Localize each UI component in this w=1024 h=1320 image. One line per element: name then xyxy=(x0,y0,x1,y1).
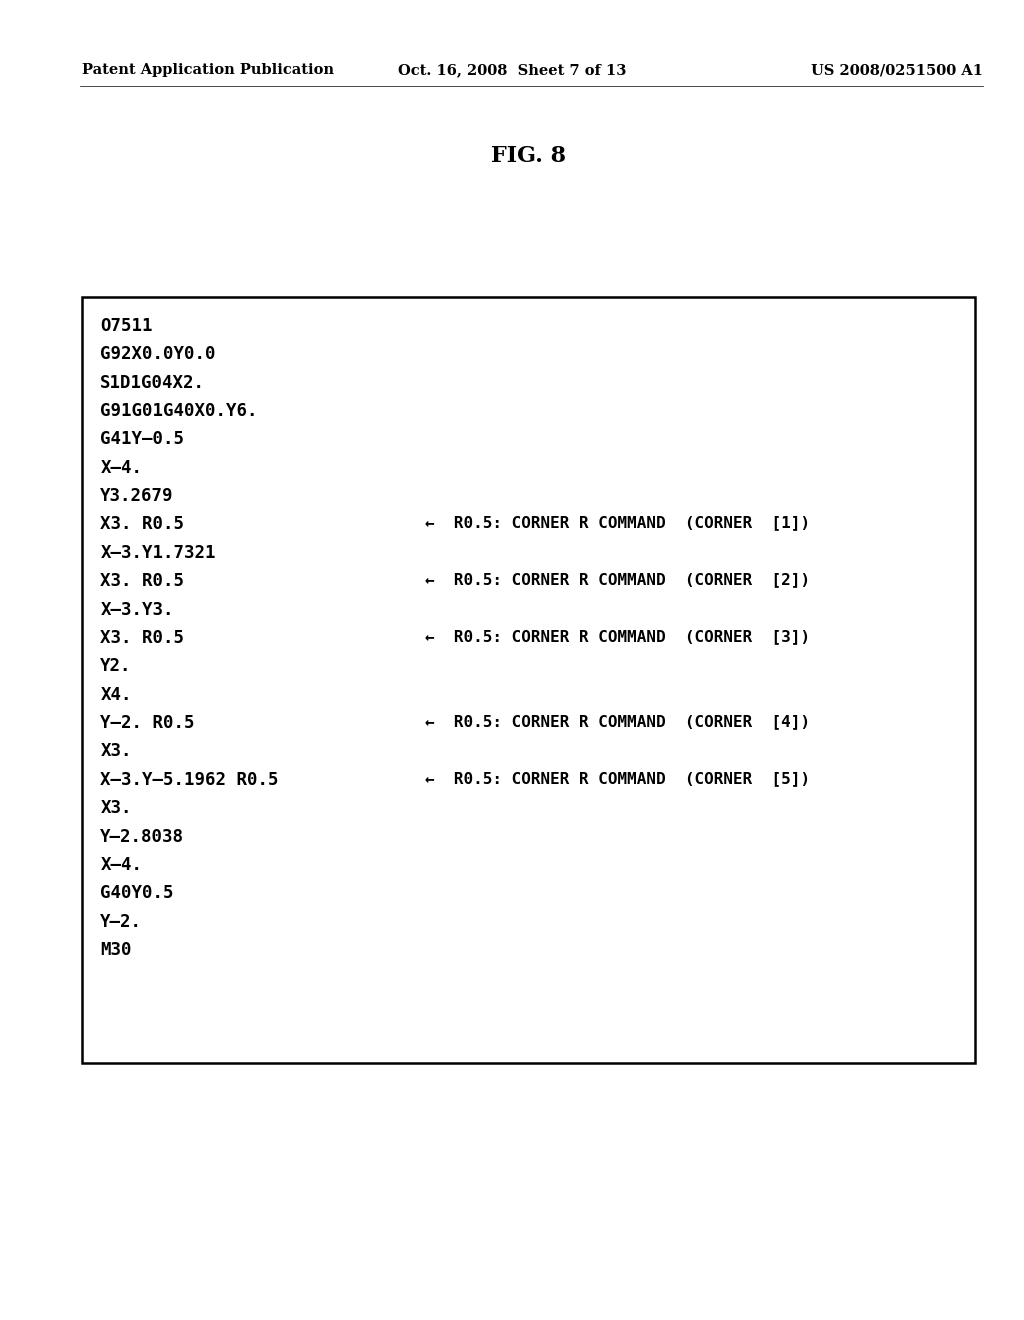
Text: X–3.Y1.7321: X–3.Y1.7321 xyxy=(100,544,216,562)
Text: X4.: X4. xyxy=(100,685,132,704)
Text: G92X0.0Y0.0: G92X0.0Y0.0 xyxy=(100,345,216,363)
Text: Patent Application Publication: Patent Application Publication xyxy=(82,63,334,78)
Text: M30: M30 xyxy=(100,941,132,960)
Text: ←  R0.5: CORNER R COMMAND  (CORNER  [1]): ← R0.5: CORNER R COMMAND (CORNER [1]) xyxy=(425,515,810,531)
Text: FIG. 8: FIG. 8 xyxy=(490,145,566,168)
Text: X3.: X3. xyxy=(100,742,132,760)
Text: Oct. 16, 2008  Sheet 7 of 13: Oct. 16, 2008 Sheet 7 of 13 xyxy=(397,63,627,78)
Text: X3. R0.5: X3. R0.5 xyxy=(100,572,184,590)
Bar xyxy=(82,297,975,1063)
Text: ←  R0.5: CORNER R COMMAND  (CORNER  [4]): ← R0.5: CORNER R COMMAND (CORNER [4]) xyxy=(425,714,810,729)
Text: X3.: X3. xyxy=(100,799,132,817)
Text: X–4.: X–4. xyxy=(100,855,142,874)
Text: G41Y–0.5: G41Y–0.5 xyxy=(100,430,184,449)
Text: X–4.: X–4. xyxy=(100,458,142,477)
Text: Y–2. R0.5: Y–2. R0.5 xyxy=(100,714,195,733)
Text: G40Y0.5: G40Y0.5 xyxy=(100,884,174,903)
Text: X3. R0.5: X3. R0.5 xyxy=(100,515,184,533)
Text: US 2008/0251500 A1: US 2008/0251500 A1 xyxy=(811,63,983,78)
Text: Y–2.8038: Y–2.8038 xyxy=(100,828,184,846)
Text: X–3.Y–5.1962 R0.5: X–3.Y–5.1962 R0.5 xyxy=(100,771,279,789)
Text: ←  R0.5: CORNER R COMMAND  (CORNER  [3]): ← R0.5: CORNER R COMMAND (CORNER [3]) xyxy=(425,628,810,644)
Text: Y3.2679: Y3.2679 xyxy=(100,487,174,506)
Text: Y–2.: Y–2. xyxy=(100,912,142,931)
Text: G91G01G40X0.Y6.: G91G01G40X0.Y6. xyxy=(100,401,258,420)
Text: S1D1G04X2.: S1D1G04X2. xyxy=(100,374,206,392)
Text: ←  R0.5: CORNER R COMMAND  (CORNER  [2]): ← R0.5: CORNER R COMMAND (CORNER [2]) xyxy=(425,572,810,587)
Text: ←  R0.5: CORNER R COMMAND  (CORNER  [5]): ← R0.5: CORNER R COMMAND (CORNER [5]) xyxy=(425,771,810,785)
Text: X–3.Y3.: X–3.Y3. xyxy=(100,601,174,619)
Text: X3. R0.5: X3. R0.5 xyxy=(100,628,184,647)
Text: O7511: O7511 xyxy=(100,317,153,335)
Text: Y2.: Y2. xyxy=(100,657,132,676)
